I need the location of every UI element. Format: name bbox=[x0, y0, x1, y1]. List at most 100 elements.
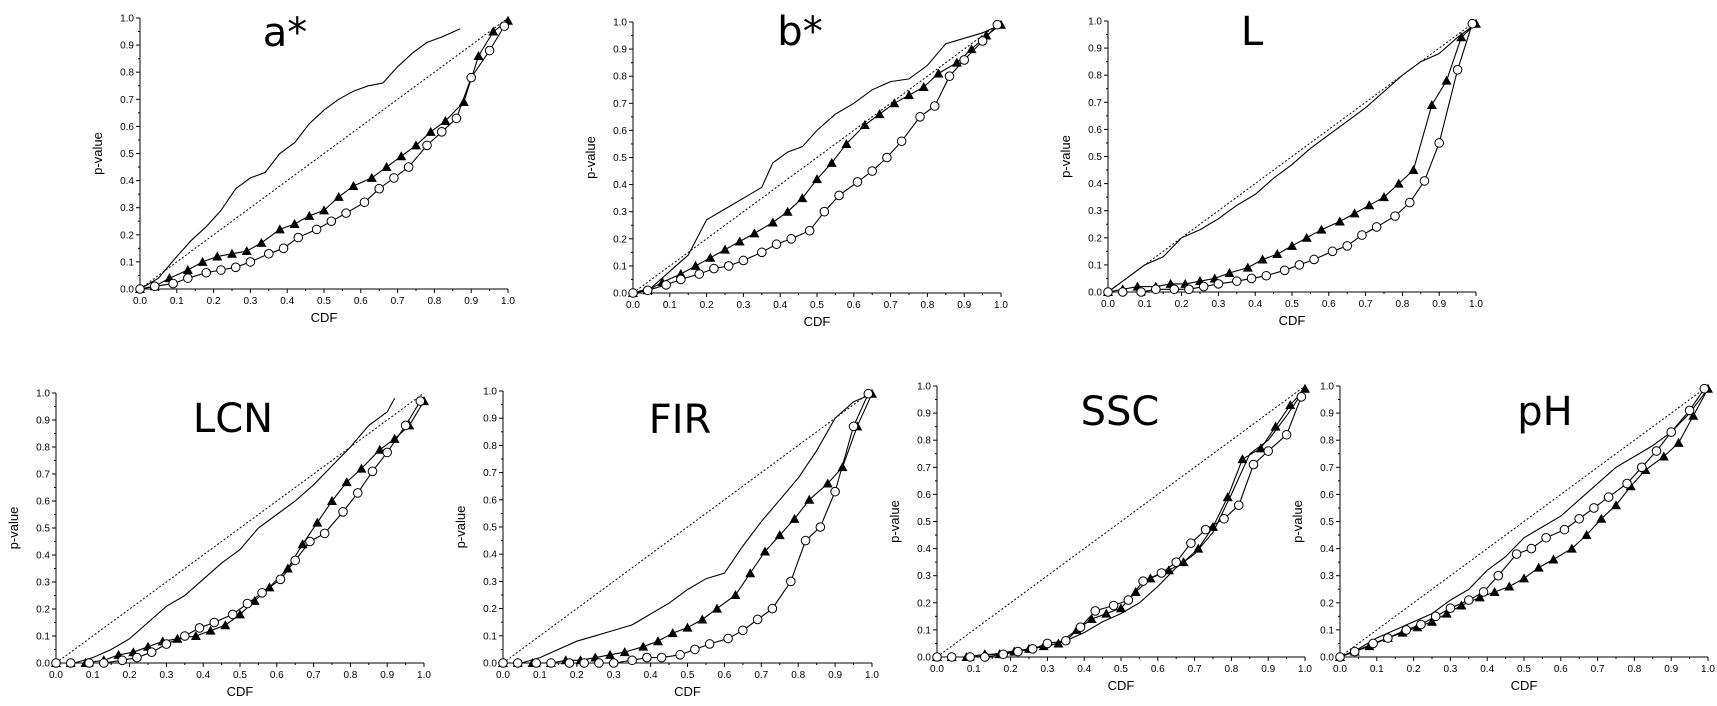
y-tick-label: 0.8 bbox=[120, 68, 134, 79]
chart-title: FIR bbox=[649, 397, 712, 443]
y-tick-label: 0.9 bbox=[917, 409, 931, 420]
x-tick-label: 0.7 bbox=[1359, 299, 1373, 310]
circle-marker bbox=[374, 183, 385, 194]
circle-marker bbox=[1219, 513, 1229, 524]
triangle-marker bbox=[333, 191, 344, 201]
triangle-marker bbox=[812, 174, 822, 184]
reference-diagonal-line bbox=[139, 17, 509, 290]
triangle-marker bbox=[730, 590, 741, 599]
y-tick-label: 0.9 bbox=[483, 414, 497, 425]
y-tick-label: 0.4 bbox=[120, 176, 134, 187]
x-axis-title: CDF bbox=[1511, 678, 1538, 693]
circle-marker bbox=[579, 658, 589, 668]
triangle-marker bbox=[667, 628, 678, 638]
y-tick-label: 0.5 bbox=[917, 517, 931, 528]
circle-marker bbox=[863, 388, 874, 399]
circle-marker bbox=[326, 216, 337, 227]
chart-panel: 0.0 0.1 0.2 0.3 0.4 0.5 0.6 0.7 0.8 0.9 1.0 0.0 0.1 0… bbox=[90, 10, 515, 325]
x-tick-label: 0.8 bbox=[791, 670, 805, 681]
triangle-marker bbox=[1456, 32, 1467, 42]
x-tick-label: 0.4 bbox=[280, 296, 294, 307]
x-tick-label: 0.3 bbox=[1211, 299, 1225, 310]
circle-marker bbox=[180, 631, 190, 641]
x-tick-label: 0.8 bbox=[1395, 299, 1409, 310]
circle-marker bbox=[293, 232, 304, 243]
triangle-marker bbox=[933, 68, 944, 78]
circle-marker bbox=[1090, 606, 1101, 616]
circle-marker bbox=[929, 101, 940, 111]
x-tick-label: 0.7 bbox=[884, 300, 898, 311]
x-tick-label: 1.0 bbox=[417, 670, 431, 681]
x-tick-label: 0.9 bbox=[957, 300, 971, 311]
circle-marker bbox=[946, 652, 957, 662]
circle-marker bbox=[209, 617, 220, 628]
circle-marker bbox=[1061, 635, 1071, 646]
triangle-marker bbox=[1222, 492, 1233, 502]
circle-marker bbox=[275, 574, 286, 585]
triangle-marker bbox=[797, 193, 808, 203]
circle-marker bbox=[1401, 625, 1412, 635]
triangle-marker bbox=[759, 546, 770, 556]
triangle-marker bbox=[1393, 178, 1404, 188]
circle-marker bbox=[642, 285, 653, 296]
x-tick-label: 0.7 bbox=[307, 670, 321, 681]
triangle-marker bbox=[841, 138, 852, 148]
circle-marker bbox=[767, 603, 778, 614]
x-tick-label: 0.6 bbox=[1151, 664, 1165, 675]
x-tick-label: 0.8 bbox=[427, 296, 441, 307]
triangle-marker bbox=[1533, 562, 1544, 572]
circle-marker bbox=[771, 239, 782, 250]
circle-marker bbox=[311, 224, 322, 235]
y-tick-label: 0.1 bbox=[613, 261, 627, 272]
triangle-marker bbox=[638, 641, 649, 651]
x-axis-title: CDF bbox=[311, 310, 338, 325]
triangle-marker bbox=[1053, 638, 1064, 648]
y-tick-label: 0.8 bbox=[1320, 436, 1334, 447]
triangle-marker bbox=[605, 649, 616, 659]
triangle-marker bbox=[1364, 200, 1375, 210]
chart-title: SSC bbox=[1081, 389, 1160, 435]
y-tick-label: 0.8 bbox=[483, 441, 497, 452]
triangle-marker bbox=[804, 494, 815, 504]
x-tick-label: 0.2 bbox=[207, 296, 221, 307]
circle-marker bbox=[1699, 383, 1710, 394]
y-tick-label: 0.8 bbox=[1088, 71, 1102, 82]
circle-marker bbox=[848, 421, 859, 432]
circle-marker bbox=[403, 162, 414, 172]
triangle-marker bbox=[951, 57, 962, 67]
triangle-marker bbox=[774, 530, 785, 540]
circle-marker bbox=[1342, 241, 1352, 251]
circle-marker bbox=[264, 248, 274, 259]
circle-marker bbox=[786, 576, 796, 587]
triangle-marker bbox=[212, 251, 223, 261]
y-tick-label: 0.8 bbox=[917, 436, 931, 447]
triangle-marker bbox=[1519, 573, 1529, 583]
triangle-marker bbox=[289, 218, 300, 228]
y-tick-label: 0.3 bbox=[1088, 206, 1102, 217]
x-tick-label: 0.2 bbox=[1175, 299, 1189, 310]
circle-marker bbox=[1445, 603, 1456, 614]
circle-marker bbox=[1156, 568, 1167, 578]
y-tick-label: 0.4 bbox=[1088, 179, 1102, 190]
circle-marker bbox=[498, 658, 508, 668]
reference-diagonal-line bbox=[55, 392, 425, 664]
series-line bbox=[503, 393, 873, 664]
triangle-marker bbox=[1441, 75, 1452, 85]
circle-marker bbox=[1213, 279, 1224, 289]
circle-marker bbox=[594, 658, 604, 668]
triangle-marker bbox=[705, 252, 716, 262]
circle-marker bbox=[628, 288, 638, 298]
circle-marker bbox=[1279, 265, 1290, 276]
x-tick-label: 0.7 bbox=[754, 670, 768, 681]
triangle-marker bbox=[859, 119, 870, 129]
circle-marker bbox=[1368, 638, 1378, 649]
circle-marker bbox=[1622, 478, 1632, 489]
triangle-marker bbox=[396, 151, 407, 161]
triangle-marker bbox=[1178, 557, 1189, 567]
triangle-marker bbox=[1316, 224, 1327, 234]
y-tick-label: 1.0 bbox=[483, 387, 497, 398]
y-tick-label: 0.8 bbox=[613, 72, 627, 83]
chart-title: pH bbox=[1517, 389, 1572, 435]
circle-marker bbox=[1559, 524, 1570, 535]
circle-marker bbox=[194, 623, 205, 633]
